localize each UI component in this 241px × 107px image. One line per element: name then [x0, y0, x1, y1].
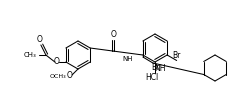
Text: OCH₃: OCH₃: [49, 74, 66, 79]
Text: O: O: [37, 35, 43, 44]
Text: O: O: [111, 30, 117, 39]
Text: Br: Br: [151, 63, 159, 72]
Text: NH: NH: [123, 56, 133, 62]
Text: O: O: [67, 71, 73, 80]
Text: CH₃: CH₃: [23, 52, 36, 58]
Text: HCl: HCl: [145, 73, 159, 82]
Text: O: O: [54, 57, 60, 66]
Text: NH: NH: [154, 64, 165, 73]
Text: Br: Br: [173, 51, 181, 59]
